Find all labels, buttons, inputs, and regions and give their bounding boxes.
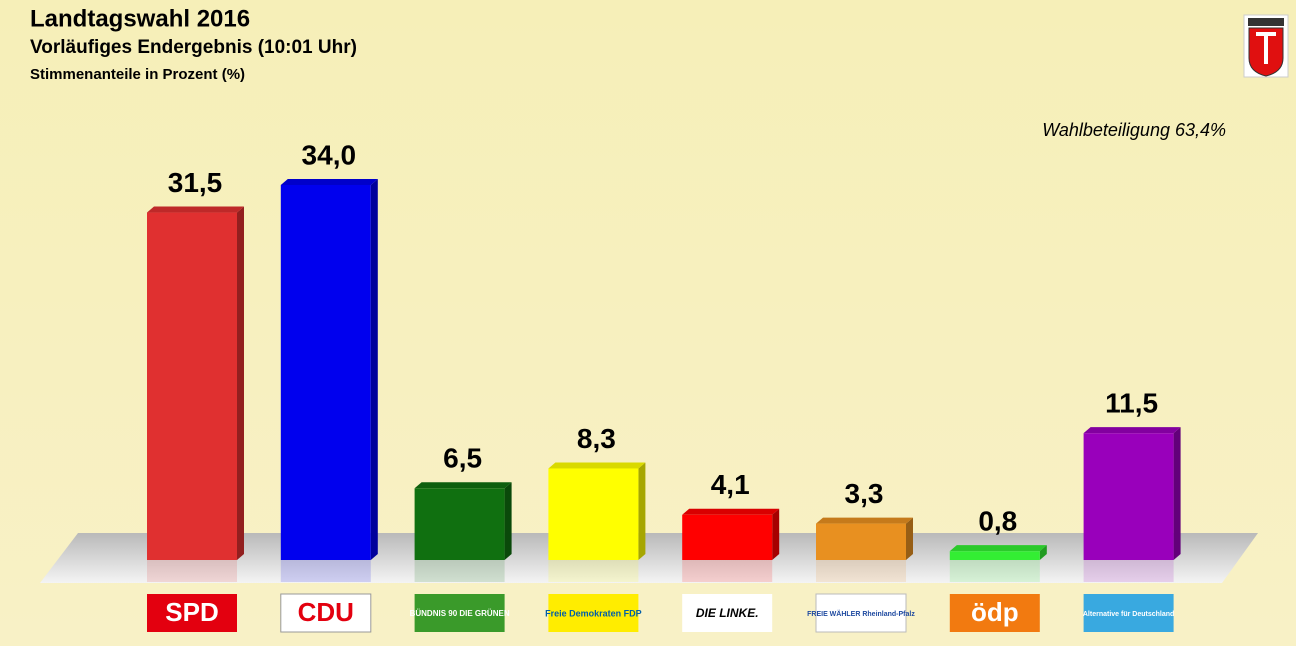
bar: [1083, 433, 1174, 560]
bar: [147, 212, 237, 560]
bar-top: [414, 482, 512, 489]
bar-top: [816, 517, 913, 524]
bar-side: [638, 462, 646, 560]
bar: [414, 488, 505, 560]
data-label: 8,3: [577, 423, 616, 454]
bar: [280, 184, 371, 561]
x-tick-label: FREIE WÄHLER Rheinland-Pfalz: [807, 610, 915, 618]
bar-top: [147, 206, 244, 213]
bar-reflection: [1083, 560, 1174, 582]
bar-top: [280, 178, 378, 185]
data-label: 3,3: [845, 478, 884, 509]
bar-side: [1039, 545, 1047, 560]
bar-reflection: [949, 560, 1040, 582]
bar-side: [772, 508, 780, 560]
bar: [816, 523, 906, 560]
bar-top: [949, 545, 1047, 552]
bar-side: [906, 517, 913, 560]
annotation: Wahlbeteiligung 63,4%: [1042, 120, 1226, 140]
bar-reflection: [548, 560, 639, 582]
chart-subtitle: Vorläufiges Endergebnis (10:01 Uhr): [30, 37, 357, 58]
bar-top: [1083, 427, 1181, 434]
bar-top: [682, 508, 780, 515]
bar-top: [548, 462, 646, 469]
bar-reflection: [816, 560, 906, 582]
coat-of-arms: [1243, 14, 1289, 78]
bar-reflection: [682, 560, 773, 582]
party-logo: [682, 594, 773, 632]
data-label: 31,5: [168, 167, 223, 198]
data-label: 4,1: [711, 469, 750, 500]
party-logo: [1083, 594, 1174, 632]
bar-side: [370, 178, 378, 561]
party-logo: [949, 594, 1040, 632]
party-logo: [414, 594, 505, 632]
data-label: 34,0: [302, 139, 357, 170]
x-tick-label: Alternative für Deutschland: [1083, 611, 1174, 618]
x-tick-label: CDU: [298, 597, 354, 627]
chart-title: Landtagswahl 2016: [30, 5, 250, 32]
party-logo: [815, 593, 907, 633]
party-logo: [280, 593, 372, 633]
axis-label: Stimmenanteile in Prozent (%): [30, 66, 245, 83]
x-tick-label: ödp: [971, 597, 1019, 627]
bar: [548, 468, 639, 560]
x-tick-label: BÜNDNIS 90 DIE GRÜNEN: [410, 609, 510, 618]
party-logo: [147, 594, 237, 632]
data-label: 6,5: [443, 443, 482, 474]
data-label: 0,8: [978, 506, 1017, 537]
x-tick-label: DIE LINKE.: [696, 606, 759, 620]
data-label: 11,5: [1105, 388, 1158, 419]
party-logo: [548, 594, 639, 632]
bar-reflection: [414, 560, 505, 582]
bar-reflection: [147, 560, 237, 582]
bar-side: [1173, 427, 1181, 560]
bar-side: [237, 206, 244, 560]
bar-reflection: [280, 560, 371, 582]
bar: [949, 551, 1040, 560]
bar-side: [504, 482, 512, 560]
bar: [682, 514, 773, 560]
x-tick-label: Freie Demokraten FDP: [545, 608, 642, 618]
x-tick-label: SPD: [165, 597, 218, 627]
